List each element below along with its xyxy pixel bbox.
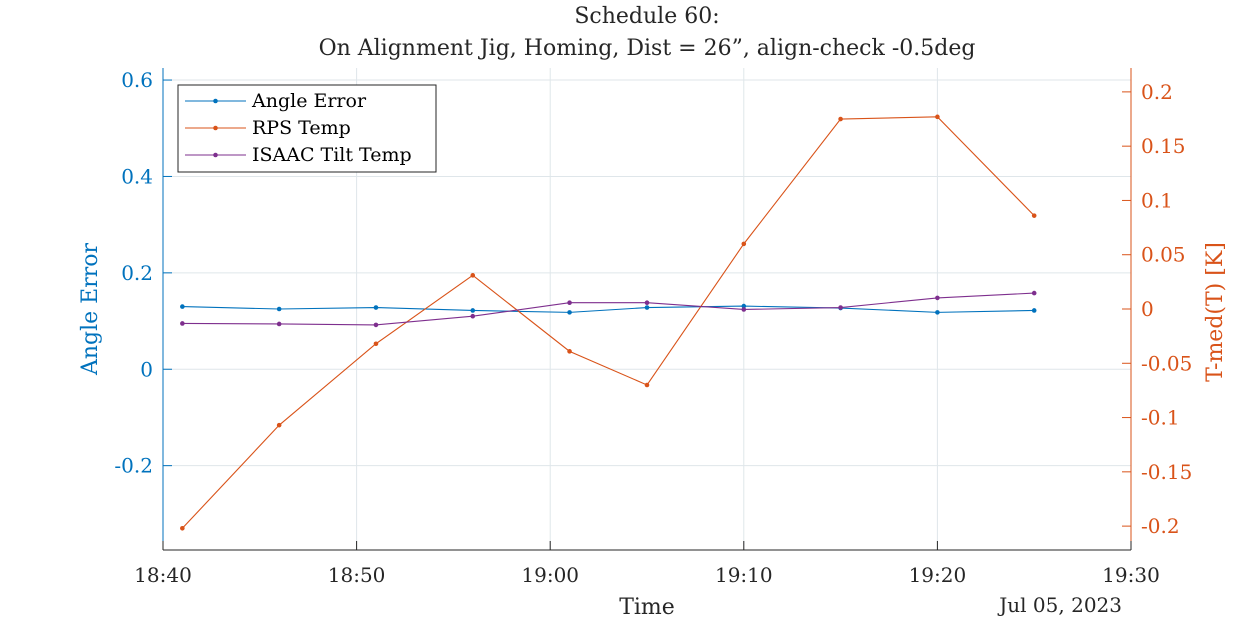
- data-point-angle-error: [644, 305, 650, 310]
- legend-label-rps-temp: RPS Temp: [252, 117, 351, 139]
- data-point-rps-temp: [276, 422, 282, 428]
- y-left-tick-label: 0.6: [121, 68, 153, 92]
- data-point-rps-temp: [567, 349, 572, 354]
- x-tick-label: 19:10: [715, 563, 773, 587]
- data-point-angle-error: [935, 310, 940, 315]
- data-point-angle-error: [741, 303, 747, 309]
- y-right-tick-label: -0.05: [1141, 351, 1192, 375]
- y-left-tick-label: 0.2: [121, 261, 153, 285]
- y-right-tick-label: 0.15: [1141, 134, 1186, 158]
- x-tick-label: 18:40: [134, 563, 192, 587]
- data-point-rps-temp: [838, 116, 843, 122]
- data-point-rps-temp: [1031, 213, 1037, 218]
- legend-label-angle-error: Angle Error: [251, 90, 367, 112]
- y-left-tick-label: 0.4: [121, 164, 153, 188]
- data-point-angle-error: [1031, 308, 1037, 313]
- y-axis-left-label: Angle Error: [78, 242, 103, 376]
- chart-title-line1: Schedule 60:: [574, 4, 719, 29]
- data-point-rps-temp: [373, 341, 379, 347]
- y-right-tick-label: 0: [1141, 297, 1154, 321]
- data-point-isaac-tilt-temp: [180, 321, 185, 326]
- data-point-rps-temp: [180, 525, 185, 531]
- y-right-tick-label: 0.2: [1141, 80, 1173, 104]
- legend-marker-rps-temp: [213, 125, 218, 131]
- x-tick-label: 18:50: [328, 563, 386, 587]
- data-point-angle-error: [180, 304, 185, 309]
- data-point-rps-temp: [470, 273, 476, 278]
- x-axis-label: Time: [619, 595, 675, 620]
- data-point-angle-error: [373, 305, 379, 310]
- legend-label-isaac-tilt-temp: ISAAC Tilt Temp: [252, 144, 412, 166]
- ticks: 18:40 18:50 19:00 19:10 19:20 19:30 -0.2 0 0.2 0.…: [114, 68, 1192, 587]
- y-right-tick-label: -0.2: [1141, 514, 1180, 538]
- data-point-angle-error: [276, 306, 282, 312]
- data-point-rps-temp: [741, 241, 747, 247]
- data-point-isaac-tilt-temp: [470, 313, 476, 319]
- y-right-tick-label: 0.05: [1141, 243, 1186, 267]
- x-tick-label: 19:20: [909, 563, 967, 587]
- x-tick-label: 19:30: [1102, 563, 1160, 587]
- y-left-tick-label: -0.2: [114, 454, 153, 478]
- y-left-tick-label: 0: [140, 357, 153, 381]
- data-point-isaac-tilt-temp: [741, 307, 747, 312]
- data-point-rps-temp: [644, 382, 650, 388]
- y-right-tick-label: -0.15: [1141, 460, 1192, 484]
- data-point-isaac-tilt-temp: [276, 321, 282, 327]
- series-line-rps-temp: [181, 116, 1035, 529]
- legend-marker-angle-error: [213, 98, 218, 104]
- data-point-isaac-tilt-temp: [644, 300, 650, 306]
- data-point-angle-error: [567, 310, 572, 315]
- legend-marker-isaac-tilt-temp: [213, 152, 218, 158]
- series-line-angle-error: [182, 305, 1035, 313]
- data-point-isaac-tilt-temp: [373, 322, 379, 328]
- series-line-isaac-tilt-temp: [182, 292, 1035, 326]
- data-point-angle-error: [470, 308, 476, 313]
- data-point-rps-temp: [935, 114, 940, 120]
- date-label: Jul 05, 2023: [997, 593, 1122, 617]
- series-group: [180, 114, 1037, 531]
- data-point-isaac-tilt-temp: [1031, 290, 1037, 296]
- y-right-tick-label: -0.1: [1141, 406, 1180, 430]
- chart-title-line2: On Alignment Jig, Homing, Dist = 26”, al…: [319, 36, 976, 61]
- x-tick-label: 19:00: [521, 563, 579, 587]
- data-point-isaac-tilt-temp: [567, 300, 572, 306]
- y-axis-right-label: T-med(T) [K]: [1203, 242, 1228, 382]
- data-point-isaac-tilt-temp: [935, 295, 940, 301]
- data-point-isaac-tilt-temp: [838, 305, 843, 310]
- legend: Angle Error RPS Temp ISAAC Tilt Temp: [177, 84, 437, 173]
- y-right-tick-label: 0.1: [1141, 188, 1173, 212]
